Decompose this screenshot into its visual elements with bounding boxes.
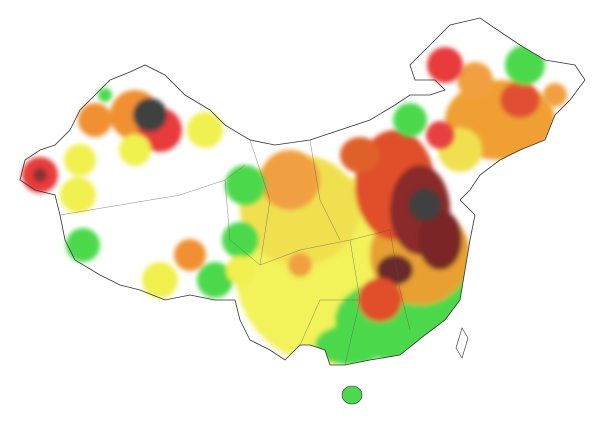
country-outline: [19, 17, 586, 366]
taiwan: [455, 327, 469, 359]
heat-interior: [235, 45, 555, 365]
province-lines: [59, 139, 411, 366]
hainan: [341, 385, 363, 405]
heat-blobs: [22, 47, 567, 298]
